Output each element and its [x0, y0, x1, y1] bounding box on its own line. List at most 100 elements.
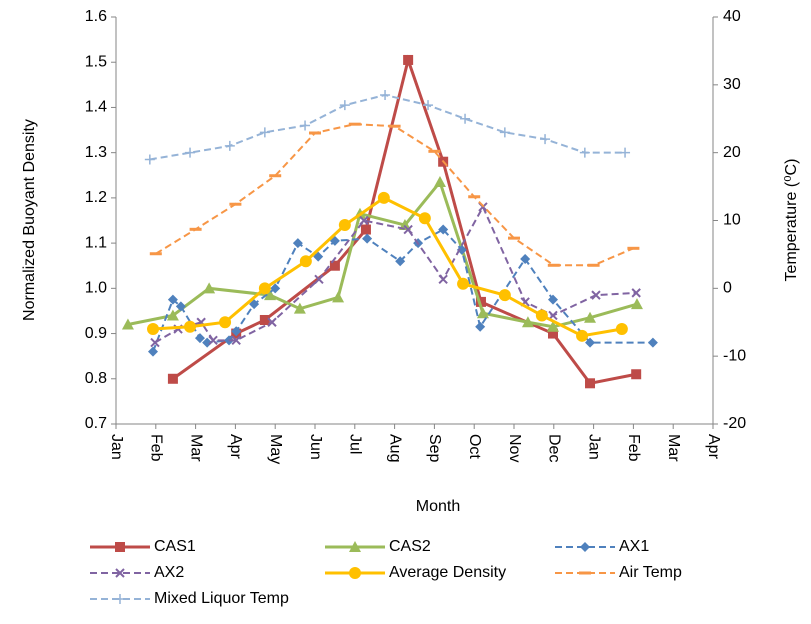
- legend-marker: [349, 541, 361, 552]
- marker: [264, 289, 277, 301]
- marker: [647, 337, 658, 348]
- y2-tick-label: 0: [723, 280, 732, 297]
- legend-item: CAS2: [325, 538, 431, 555]
- y2-tick-label: -20: [723, 415, 746, 432]
- marker: [258, 282, 271, 295]
- legend-label: Mixed Liquor Temp: [154, 590, 289, 607]
- marker: [591, 290, 601, 300]
- x-tick-label: Jul: [347, 434, 364, 454]
- legend-marker: [115, 594, 125, 604]
- marker: [403, 224, 413, 235]
- legend-label: CAS1: [154, 538, 196, 555]
- marker: [631, 288, 641, 298]
- marker: [219, 316, 232, 329]
- y-tick-label: 1.4: [85, 99, 107, 116]
- marker: [475, 296, 486, 307]
- marker: [521, 316, 534, 328]
- marker: [576, 329, 589, 342]
- y2-tick-label: -10: [723, 347, 746, 364]
- legend-item: Average Density: [325, 564, 506, 581]
- marker: [615, 323, 628, 336]
- marker: [499, 127, 510, 138]
- legend-label: Average Density: [389, 564, 506, 581]
- marker: [292, 238, 303, 249]
- legend-item: AX1: [555, 538, 649, 555]
- marker: [433, 176, 446, 188]
- y-tick-label: 0.9: [85, 325, 107, 342]
- y2-tick-label: 10: [723, 212, 741, 229]
- marker: [359, 215, 369, 226]
- marker: [175, 301, 186, 312]
- y-tick-label: 1.0: [85, 280, 107, 297]
- marker: [547, 320, 560, 332]
- marker: [535, 309, 548, 322]
- marker: [231, 326, 242, 337]
- marker: [362, 233, 373, 244]
- y2-tick-label: 20: [723, 144, 741, 161]
- marker: [270, 283, 281, 294]
- marker: [620, 147, 631, 158]
- marker: [184, 320, 197, 333]
- x-tick-label: Nov: [506, 434, 523, 462]
- x-axis-title: Month: [416, 498, 460, 515]
- x-tick-label: Feb: [625, 434, 642, 462]
- marker: [224, 140, 235, 151]
- x-tick-label: Jan: [108, 434, 125, 460]
- x-tick-label: Mar: [665, 434, 682, 462]
- y-tick-label: 1.1: [85, 234, 107, 251]
- marker: [329, 260, 340, 271]
- marker: [148, 346, 159, 357]
- legend-item: Mixed Liquor Temp: [90, 590, 289, 607]
- x-tick-label: Dec: [546, 434, 563, 462]
- legend-label: AX2: [154, 564, 184, 581]
- marker: [377, 191, 390, 204]
- y2-tick-label: 40: [723, 8, 741, 25]
- y-tick-label: 1.6: [85, 8, 107, 25]
- marker: [585, 378, 596, 389]
- marker: [418, 212, 431, 225]
- y-tick-label: 0.7: [85, 415, 107, 432]
- marker: [338, 219, 351, 232]
- legend-label: AX1: [619, 538, 649, 555]
- marker: [520, 253, 531, 264]
- x-tick-label: Aug: [386, 434, 403, 462]
- marker: [548, 294, 559, 305]
- legend-label: CAS2: [389, 538, 431, 555]
- marker: [457, 277, 470, 290]
- legend-marker: [115, 568, 125, 578]
- legend-marker: [580, 542, 590, 552]
- marker: [579, 147, 590, 158]
- marker: [166, 309, 179, 321]
- x-tick-label: Feb: [148, 434, 165, 462]
- x-tick-label: Apr: [705, 434, 722, 460]
- y2-tick-label: 30: [723, 76, 741, 93]
- marker: [299, 255, 312, 268]
- marker: [475, 321, 486, 332]
- marker: [498, 289, 511, 302]
- series-line: [149, 93, 626, 161]
- x-tick-label: Jun: [307, 434, 324, 460]
- legend-item: AX2: [90, 564, 184, 581]
- marker: [249, 299, 260, 310]
- marker: [423, 100, 434, 111]
- marker: [339, 100, 350, 111]
- y2-axis-title: Temperature (⁰C): [783, 159, 800, 282]
- marker: [293, 302, 306, 314]
- marker: [150, 337, 160, 348]
- marker: [202, 337, 213, 348]
- marker: [208, 335, 218, 346]
- marker: [456, 244, 467, 255]
- legend-marker: [115, 542, 125, 552]
- marker: [360, 224, 371, 235]
- marker: [185, 147, 196, 158]
- marker: [403, 54, 414, 65]
- y-axis-title: Normalized Buoyant Density: [21, 119, 38, 321]
- legend-item: CAS1: [90, 538, 196, 555]
- y-tick-label: 0.8: [85, 370, 107, 387]
- marker: [313, 251, 324, 262]
- x-tick-label: Mar: [187, 434, 204, 462]
- marker: [144, 154, 155, 165]
- marker: [631, 369, 642, 380]
- marker: [476, 307, 489, 319]
